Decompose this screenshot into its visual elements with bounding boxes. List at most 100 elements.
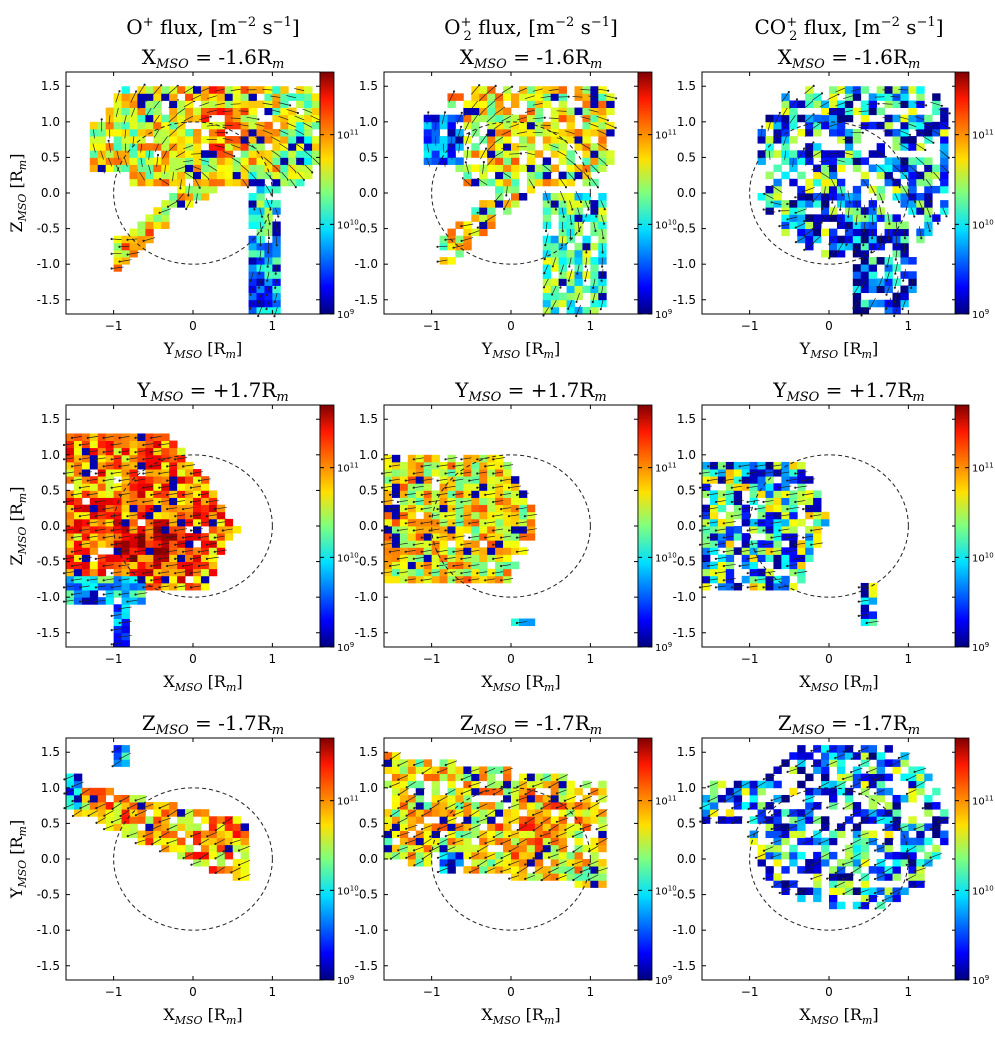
heatmap-cell	[424, 483, 432, 491]
heatmap-cell	[448, 562, 456, 570]
heatmap-cell	[495, 519, 503, 527]
flux-arrow-head	[111, 751, 113, 753]
heatmap-cell	[145, 229, 153, 237]
flux-arrow-head	[223, 822, 225, 824]
flux-arrow-head	[739, 565, 741, 567]
flux-arrow-head	[602, 237, 604, 239]
flux-arrow-head	[755, 465, 757, 467]
flux-arrow-head	[500, 871, 502, 873]
flux-arrow-head	[747, 501, 749, 503]
heatmap-cell	[861, 300, 869, 308]
heatmap-cell	[773, 562, 781, 570]
flux-arrow-head	[79, 529, 81, 531]
heatmap-cell	[145, 221, 153, 229]
flux-arrow-head	[592, 301, 594, 303]
flux-arrow-head	[289, 104, 291, 106]
flux-arrow-head	[460, 225, 462, 227]
flux-arrow-head	[467, 147, 469, 149]
flux-arrow-head	[508, 792, 510, 794]
flux-arrow-head	[723, 579, 725, 581]
flux-arrow-head	[802, 508, 804, 510]
heatmap-cell	[916, 236, 924, 244]
heatmap-cell	[559, 250, 567, 258]
heatmap-cell	[519, 136, 527, 144]
heatmap-cell	[766, 476, 774, 484]
heatmap-cell	[789, 526, 797, 534]
heatmap-cell	[440, 774, 448, 782]
flux-arrow-head	[413, 558, 415, 560]
flux-arrow-head	[910, 287, 912, 289]
heatmap-cell	[471, 526, 479, 534]
heatmap-cell	[773, 526, 781, 534]
heatmap-cell	[153, 93, 161, 101]
flux-arrow-head	[119, 579, 121, 581]
heatmap-cell	[82, 505, 90, 513]
heatmap-cell	[471, 498, 479, 506]
heatmap-cell	[471, 455, 479, 463]
heatmap-cell	[853, 236, 861, 244]
heatmap-cell	[582, 122, 590, 130]
heatmap-cell	[750, 462, 758, 470]
flux-arrow-head	[869, 308, 871, 310]
heatmap-cell	[169, 540, 177, 548]
heatmap-cell	[598, 278, 606, 286]
flux-arrow-head	[429, 515, 431, 517]
heatmap-cell	[543, 207, 551, 215]
flux-arrow-head	[948, 127, 950, 129]
heatmap-cell	[503, 526, 511, 534]
heatmap-cell	[264, 150, 272, 158]
heatmap-cell	[575, 250, 583, 258]
flux-arrow-head	[190, 515, 192, 517]
heatmap-cell	[177, 519, 185, 527]
heatmap-cell	[455, 554, 463, 562]
heatmap-cell	[789, 540, 797, 548]
flux-arrow-head	[249, 308, 251, 310]
heatmap-cell	[900, 136, 908, 144]
flux-arrow-head	[854, 251, 856, 253]
heatmap-cell	[900, 257, 908, 265]
flux-arrow-head	[872, 223, 874, 225]
heatmap-cells	[424, 84, 618, 317]
heatmap-cell	[106, 455, 114, 463]
x-axis-label: XMSO [Rm]	[799, 672, 878, 694]
flux-arrow-head	[823, 194, 825, 196]
colorbar-tick-label: 1011	[655, 129, 677, 142]
heatmap-cell	[535, 179, 543, 187]
heatmap-cell	[209, 547, 217, 555]
y-tick-label: 1.5	[41, 412, 60, 426]
flux-arrow-head	[881, 216, 883, 218]
heatmap-cell	[408, 469, 416, 477]
heatmap-cell	[400, 766, 408, 774]
heatmap-cell	[495, 172, 503, 180]
flux-arrow-head	[119, 622, 121, 624]
heatmap-cell	[495, 823, 503, 831]
heatmap-cell	[742, 512, 750, 520]
heatmap-cell	[225, 823, 233, 831]
flux-arrow-head	[500, 508, 502, 510]
heatmap-cell	[90, 441, 98, 449]
heatmap-cell	[440, 809, 448, 817]
flux-arrow-head	[508, 515, 510, 517]
heatmap-cell	[98, 483, 106, 491]
heatmap-cell	[392, 540, 400, 548]
flux-arrow-head	[158, 586, 160, 588]
flux-arrow-head	[468, 480, 470, 482]
heatmap-cell	[503, 108, 511, 116]
heatmap-cell	[130, 172, 138, 180]
heatmap-cell	[845, 200, 853, 208]
flux-arrow-head	[158, 529, 160, 531]
flux-arrow-head	[150, 437, 152, 439]
flux-arrow-head	[103, 828, 105, 830]
flux-arrow-head	[886, 265, 888, 267]
heatmap-cell	[66, 540, 74, 548]
flux-arrow-head	[111, 821, 113, 823]
flux-arrow-head	[795, 241, 797, 243]
heatmap-cell	[392, 554, 400, 562]
heatmap-cell	[853, 278, 861, 286]
y-tick-label: -0.5	[37, 888, 60, 902]
flux-arrow-head	[233, 155, 235, 157]
heatmap-cell	[280, 165, 288, 173]
flux-arrow-head	[134, 465, 136, 467]
panel-title: YMSO = +1.7Rm	[136, 378, 289, 405]
heatmap-cell	[408, 462, 416, 470]
